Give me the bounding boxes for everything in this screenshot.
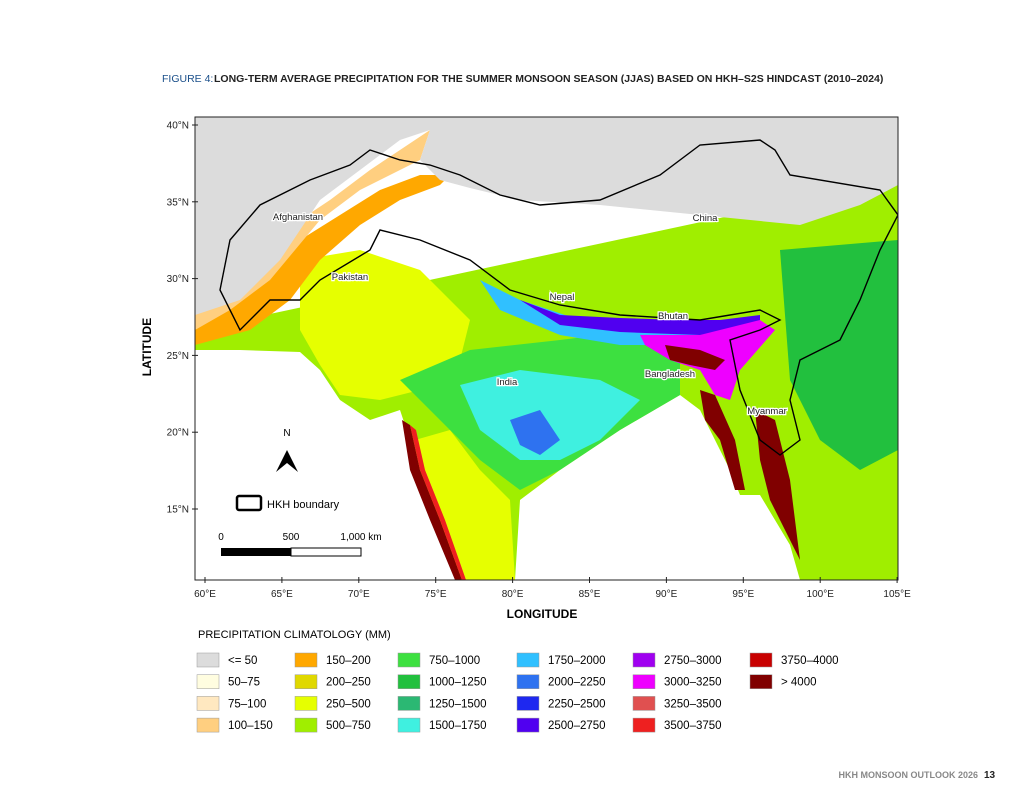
x-axis-label: LONGITUDE [507,607,578,621]
legend-label: 1500–1750 [429,720,487,732]
legend-label: 2000–2250 [548,677,606,689]
lon-tick-label: 100°E [807,589,835,600]
legend-swatch [196,652,220,668]
legend-swatch [516,652,540,668]
north-arrow [276,450,298,472]
legend-swatch [294,696,318,711]
place-label: Pakistan [332,272,368,283]
boundary-swatch [235,494,263,512]
legend-swatch [749,674,773,689]
legend-swatch [397,674,421,689]
place-label: Bangladesh [645,369,695,380]
legend-swatch [516,696,540,711]
legend-swatch [294,717,318,733]
lon-tick-label: 75°E [425,589,447,600]
legend-swatch [397,696,421,711]
place-label: India [497,377,518,388]
legend-swatch [632,652,656,668]
legend-label: 150–200 [326,655,371,667]
map: N HKH boundary LATITUDE LONGITUDE PRECIP… [140,116,899,641]
lon-tick-label: 80°E [502,589,524,600]
legend-label: 250–500 [326,698,371,710]
figure-title: LONG-TERM AVERAGE PRECIPITATION FOR THE … [214,73,883,85]
legend-label: 200–250 [326,677,371,689]
legend-label: 750–1000 [429,655,480,667]
legend-label: 3250–3500 [664,698,722,710]
page-number: 13 [984,770,996,781]
lon-tick-label: 70°E [348,589,370,600]
figure-label: FIGURE 4: [162,73,213,85]
lat-tick-label: 20°N [167,428,189,439]
legend-swatch [397,717,421,733]
legend-label: 75–100 [228,698,266,710]
legend-label: 1000–1250 [429,677,487,689]
map-frame [194,116,899,581]
lat-tick-label: 40°N [167,121,189,132]
legend-label: <= 50 [228,655,257,667]
lat-tick-label: 30°N [167,274,189,285]
lon-tick-label: 60°E [194,589,216,600]
legend-swatch [516,674,540,689]
scale-label: 1,000 km [340,532,381,543]
hkh-boundary [219,139,898,456]
scale-bar [290,547,362,557]
place-label: Myanmar [747,406,787,417]
lon-tick-label: 95°E [732,589,754,600]
place-label: Afghanistan [273,212,323,223]
north-label: N [283,428,290,439]
legend-label: 2500–2750 [548,720,606,732]
legend-label: 50–75 [228,677,260,689]
legend-label: 2750–3000 [664,655,722,667]
place-label: China [693,213,719,224]
legend-label: 1750–2000 [548,655,606,667]
legend-label: 500–750 [326,720,371,732]
y-axis-label: LATITUDE [140,318,154,376]
lat-tick-label: 25°N [167,351,189,362]
legend-swatch [294,674,318,689]
boundary-legend: HKH boundary [267,499,340,511]
legend-label: 3500–3750 [664,720,722,732]
legend-swatch [196,674,220,689]
legend-label: 3000–3250 [664,677,722,689]
legend-swatch [632,717,656,733]
scale-label: 0 [218,532,224,543]
legend-swatch [632,674,656,689]
legend-label: > 4000 [781,677,817,689]
legend-label: 100–150 [228,720,273,732]
legend-title: PRECIPITATION CLIMATOLOGY (MM) [198,629,391,641]
lat-tick-label: 35°N [167,197,189,208]
place-label: Bhutan [658,311,688,322]
legend-label: 1250–1500 [429,698,487,710]
place-label: Nepal [550,292,575,303]
lon-tick-label: 105°E [883,589,911,600]
legend-swatch [749,652,773,668]
legend-swatch [397,652,421,668]
legend-swatch [516,717,540,733]
legend-swatch [196,696,220,711]
lon-tick-label: 90°E [656,589,678,600]
scale-label: 500 [283,532,300,543]
scale-bar [221,548,291,556]
legend-label: 3750–4000 [781,655,839,667]
legend-swatch [294,652,318,668]
legend-swatch [632,696,656,711]
footer-text: HKH MONSOON OUTLOOK 2026 [838,770,978,780]
legend-label: 2250–2500 [548,698,606,710]
legend-swatch [196,717,220,733]
lat-tick-label: 15°N [167,505,189,516]
lon-tick-label: 85°E [579,589,601,600]
lon-tick-label: 65°E [271,589,293,600]
